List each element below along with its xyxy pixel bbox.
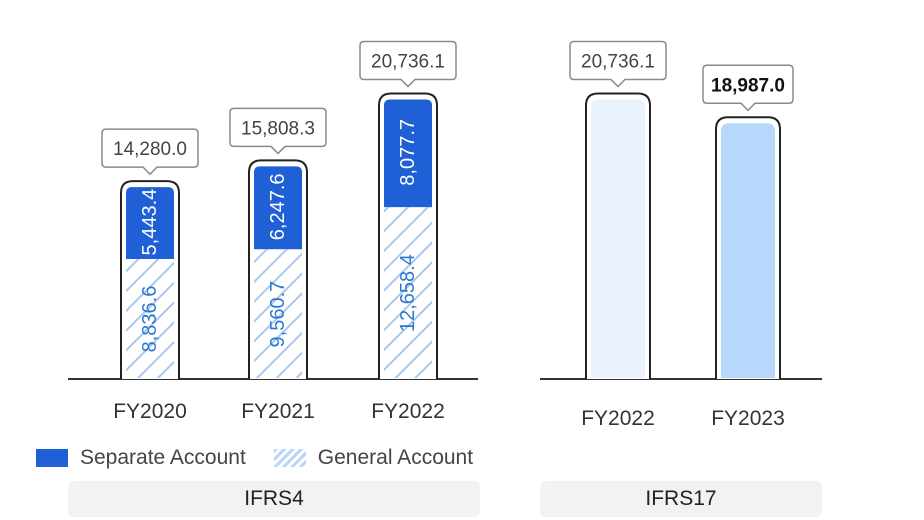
ifrs4-fy2020-tick-label: FY2020	[113, 400, 187, 423]
ifrs4-panel: 8,836.6 5,443.4 14,280.0 FY2020 9,560.7 6,247…	[68, 40, 478, 423]
legend: Separate Account General Account	[36, 444, 501, 472]
ifrs4-fy2021-bar-general-account	[254, 249, 302, 378]
ifrs17-fy2023-tick-label: FY2023	[711, 407, 785, 430]
group-label-ifrs17: IFRS17	[540, 481, 822, 517]
ifrs4-fy2021-callout-box	[229, 107, 327, 155]
ifrs17-fy2022-callout-label: 20,736.1	[581, 52, 655, 73]
ifrs4-fy2021-callout-label: 15,808.3	[241, 118, 315, 139]
ifrs4-fy2020-callout-box	[101, 128, 199, 176]
legend-swatch-general-account	[273, 449, 306, 467]
ifrs4-fy2020-bar-general-account	[126, 259, 174, 378]
ifrs4-fy2022-tick-label: FY2022	[371, 400, 445, 423]
legend-item-separate-account: Separate Account	[36, 446, 246, 470]
ifrs17-fy2023-callout-box	[702, 64, 794, 112]
ifrs17-fy2022-callout-box	[569, 40, 667, 88]
ifrs4-fy2022-callout-label: 20,736.1	[371, 52, 445, 73]
legend-label-separate-account: Separate Account	[80, 446, 246, 469]
ifrs17-panel: 20,736.1 FY2022 18,987.0 FY2023	[540, 40, 822, 430]
ifrs4-fy2022-label-general-account: 12,658.4	[397, 254, 419, 332]
ifrs4-fy2022-bar-separate-account	[384, 99, 432, 208]
ifrs4-fy2022-callout-box	[359, 40, 457, 88]
ifrs17-fy2022-tick-label: FY2022	[581, 407, 655, 430]
ifrs17-fy2022-bar	[591, 99, 645, 379]
ifrs4-fy2022-bar-general-account	[384, 207, 432, 378]
ifrs4-fy2022-label-separate-account: 8,077.7	[397, 119, 419, 186]
ifrs17-fy2023-bar	[721, 123, 775, 379]
ifrs4-fy2021-label-general-account: 9,560.7	[267, 281, 289, 348]
ifrs17-fy2023-callout-label: 18,987.0	[711, 75, 785, 96]
legend-label-general-account: General Account	[317, 446, 474, 469]
ifrs4-fy2021-tick-label: FY2021	[241, 400, 315, 423]
legend-swatch-separate-account	[36, 449, 68, 467]
group-label-ifrs4: IFRS4	[68, 481, 480, 517]
ifrs4-fy2020-label-general-account: 8,836.6	[139, 286, 161, 353]
ifrs4-fy2020-label-separate-account: 5,443.4	[139, 189, 161, 256]
ifrs4-fy2021-label-separate-account: 6,247.6	[267, 173, 289, 240]
legend-item-general-account: General Account	[273, 446, 474, 470]
ifrs4-fy2020-bar-separate-account	[126, 187, 174, 260]
ifrs4-fy2021-bar-separate-account	[254, 166, 302, 250]
ifrs4-fy2020-callout-label: 14,280.0	[113, 139, 187, 160]
